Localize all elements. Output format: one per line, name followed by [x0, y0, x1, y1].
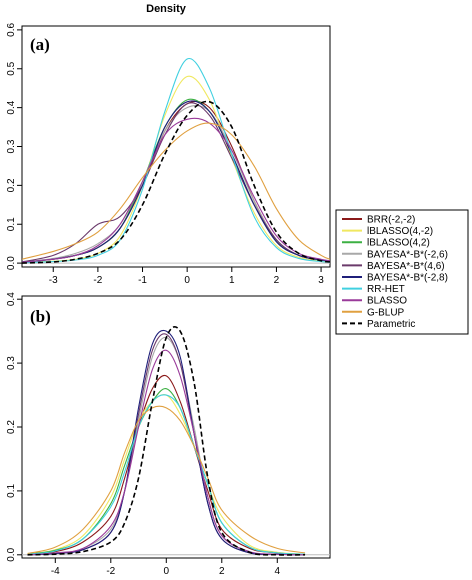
y-tick-label: 0.4 — [6, 292, 17, 306]
y-tick-label: 0.2 — [6, 178, 17, 192]
series-group — [27, 326, 306, 556]
legend-label: G-BLUP — [367, 307, 405, 318]
series-line-lblasso-4-2- — [27, 393, 306, 555]
series-line-brr-2-2- — [22, 100, 330, 263]
plot-frame — [21, 295, 331, 559]
x-tick-label: 1 — [229, 275, 235, 286]
figure-title: Density — [146, 3, 187, 15]
y-tick-label: 0.3 — [6, 139, 17, 153]
series-line-bayesa-b-4-6- — [27, 333, 306, 556]
y-tick-label: 0.4 — [6, 100, 17, 114]
legend-label: BLASSO — [367, 296, 407, 307]
x-tick-label: -4 — [51, 566, 60, 577]
y-tick-label: 0.0 — [6, 547, 17, 561]
series-line-lblasso-4-2- — [27, 388, 306, 555]
legend-label: BAYESA*-B*(-2,6) — [367, 249, 448, 260]
panel-label: (b) — [30, 307, 51, 326]
x-tick-label: -2 — [93, 275, 102, 286]
y-tick-label: 0.1 — [6, 484, 17, 498]
series-line-blasso — [27, 349, 306, 556]
x-tick-label: 0 — [184, 275, 190, 286]
y-tick-label: 0.2 — [6, 420, 17, 434]
plot-frame — [21, 25, 331, 268]
legend: BRR(-2,-2)lBLASSO(4,-2)lBLASSO(4,2)BAYES… — [335, 209, 469, 335]
series-line-bayesa-b-2-8- — [27, 329, 306, 556]
x-tick-label: 4 — [274, 566, 280, 577]
legend-label: BAYESA*-B*(4,6) — [367, 261, 445, 272]
series-line-brr-2-2- — [27, 374, 306, 555]
series-line-lblasso-4-2- — [22, 75, 330, 264]
legend-label: RR-HET — [367, 284, 405, 295]
series-group — [22, 57, 330, 264]
y-tick-label: 0.1 — [6, 217, 17, 231]
legend-label: BRR(-2,-2) — [367, 215, 415, 226]
x-tick-label: -2 — [106, 566, 115, 577]
x-tick-label: 0 — [164, 566, 170, 577]
x-tick-label: 2 — [219, 566, 225, 577]
series-line-bayesa-b-2-6- — [27, 336, 306, 556]
y-tick-label: 0.5 — [6, 61, 17, 75]
y-tick-label: 0.3 — [6, 356, 17, 370]
series-line-g-blup — [22, 122, 330, 260]
panel-label: (a) — [30, 35, 50, 54]
series-line-rr-het — [22, 57, 330, 264]
y-tick-label: 0.0 — [6, 256, 17, 270]
y-tick-label: 0.6 — [6, 23, 17, 37]
series-line-parametric — [22, 100, 330, 264]
series-line-bayesa-b-4-6- — [22, 102, 330, 263]
legend-label: Parametric — [367, 319, 415, 330]
legend-label: BAYESA*-B*(-2,8) — [367, 273, 448, 284]
x-tick-label: -1 — [138, 275, 147, 286]
series-line-parametric — [27, 326, 306, 556]
x-tick-label: 3 — [318, 275, 324, 286]
panel-b: -4 -2 0 2 4 0.0 0.1 0.2 0.3 0.4 (b) — [6, 292, 331, 577]
panel-a: -3 -2 -1 0 1 2 3 0.0 0.1 0.2 0.3 0.4 0.5 0.6 (a) — [6, 23, 331, 286]
x-tick-label: -3 — [49, 275, 58, 286]
legend-label: lBLASSO(4,-2) — [367, 226, 433, 237]
series-line-rr-het — [27, 394, 306, 555]
series-line-g-blup — [27, 405, 306, 555]
series-line-bayesa-b-2-8- — [22, 100, 330, 263]
series-line-bayesa-b-2-6- — [22, 105, 330, 263]
x-tick-label: 2 — [274, 275, 280, 286]
legend-label: lBLASSO(4,2) — [367, 238, 430, 249]
